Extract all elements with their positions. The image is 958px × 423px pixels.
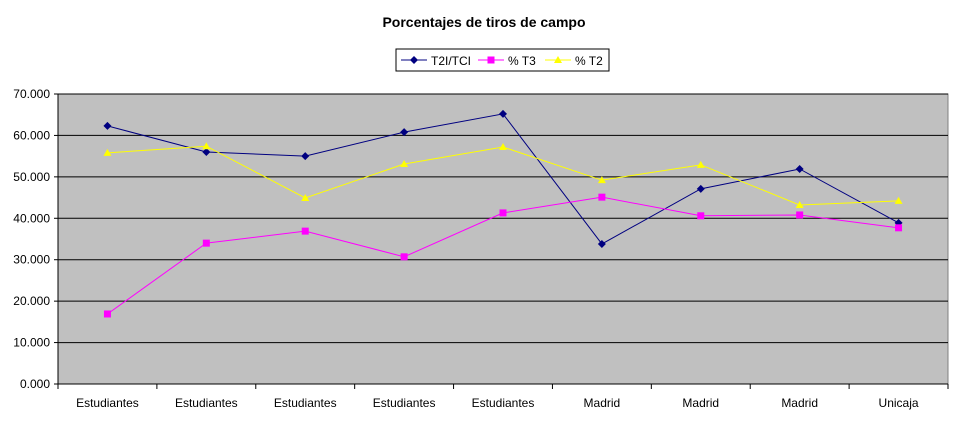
x-tick-label: Estudiantes	[274, 396, 337, 410]
y-tick-label: 50.000	[13, 170, 50, 184]
data-point-triangle	[400, 160, 409, 168]
x-tick-label: Madrid	[682, 396, 719, 410]
data-point-triangle	[894, 196, 903, 204]
legend-label: % T2	[575, 54, 603, 68]
y-tick-label: 10.000	[13, 336, 50, 350]
data-point-square	[301, 227, 309, 235]
data-point-diamond	[103, 121, 112, 130]
x-tick-label: Madrid	[584, 396, 621, 410]
y-tick-label: 20.000	[13, 294, 50, 308]
legend-label: T2I/TCI	[431, 54, 471, 68]
data-point-square	[697, 212, 705, 220]
y-tick-label: 60.000	[13, 128, 50, 142]
legend: T2I/TCI % T3 % T2	[395, 48, 610, 72]
data-point-triangle	[301, 193, 310, 201]
data-point-diamond	[499, 109, 507, 118]
y-tick-label: 70.000	[13, 87, 50, 101]
data-point-square	[598, 193, 606, 201]
data-point-square	[499, 209, 507, 217]
y-tick-label: 0.000	[20, 377, 50, 391]
legend-label: % T3	[508, 54, 536, 68]
data-point-diamond	[795, 164, 804, 173]
data-point-triangle	[103, 148, 112, 156]
data-point-diamond	[301, 152, 310, 161]
plot-area	[57, 93, 949, 385]
data-point-square	[487, 56, 495, 64]
y-axis: 0.000 10.000 20.000 30.000 40.000 50.000 60.00…	[13, 87, 59, 391]
data-point-square	[796, 211, 804, 219]
x-tick-label: Estudiantes	[175, 396, 238, 410]
x-tick-label: Unicaja	[879, 396, 919, 410]
legend-item: % T3	[478, 54, 536, 68]
x-tick-label: Estudiantes	[76, 396, 139, 410]
x-tick-label: Madrid	[781, 396, 818, 410]
series-t2i-tci	[103, 109, 903, 248]
data-point-triangle	[499, 143, 507, 151]
x-tick-label: Estudiantes	[373, 396, 436, 410]
data-point-square	[202, 239, 210, 247]
series--t3	[103, 193, 903, 318]
data-point-triangle	[202, 142, 211, 150]
data-point-triangle	[696, 160, 705, 168]
data-point-triangle	[795, 201, 804, 209]
data-point-diamond	[400, 128, 409, 137]
data-point-square	[895, 224, 903, 232]
legend-item: T2I/TCI	[401, 54, 471, 68]
x-tick-label: Estudiantes	[472, 396, 535, 410]
data-point-triangle	[597, 176, 606, 184]
data-point-square	[103, 310, 111, 318]
legend-item: % T2	[545, 54, 603, 68]
data-point-diamond	[597, 239, 606, 248]
data-point-square	[400, 253, 408, 261]
data-point-diamond	[410, 56, 418, 64]
y-tick-label: 30.000	[13, 253, 50, 267]
x-axis: Estudiantes Estudiantes Estudiantes Estudia…	[57, 383, 949, 410]
data-point-diamond	[696, 184, 705, 193]
gridlines	[58, 93, 948, 344]
y-tick-label: 40.000	[13, 211, 50, 225]
series--t2	[103, 142, 903, 209]
chart-title: Porcentajes de tiros de campo	[382, 14, 585, 30]
data-point-triangle	[554, 56, 562, 63]
series-group	[103, 109, 903, 318]
data-point-diamond	[202, 148, 211, 156]
